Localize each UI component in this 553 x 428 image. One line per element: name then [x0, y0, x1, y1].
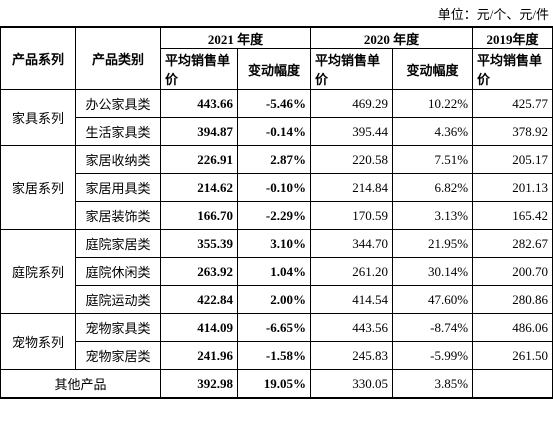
category-cell: 宠物家具类: [75, 313, 161, 342]
header-cell: 产品类别: [75, 26, 161, 90]
value-cell: 395.44: [310, 117, 394, 146]
value-cell: 214.62: [160, 173, 238, 202]
value-cell: 330.05: [310, 369, 394, 399]
category-cell: 庭院家居类: [75, 229, 161, 258]
header-cell: 2020 年度: [310, 26, 474, 49]
series-cell: 家居系列: [0, 145, 76, 230]
header-cell: 平均销售单价: [310, 48, 394, 90]
table-row: 庭院休闲类 263.92 1.04% 261.20 30.14% 200.70: [1, 257, 553, 286]
value-cell: 4.36%: [392, 117, 474, 146]
table-row: 庭院运动类 422.84 2.00% 414.54 47.60% 280.86: [1, 285, 553, 314]
price-table: 产品系列 产品类别 2021 年度 2020 年度 2019年度 平均销售单价 变动幅度 平均…: [0, 26, 553, 399]
table-row: 产品系列 产品类别 2021 年度 2020 年度 2019年度: [0, 26, 553, 90]
table-row: 家居系列 家居收纳类 226.91 2.87% 220.58 7.51% 205.17: [0, 145, 553, 230]
value-cell: 425.77: [472, 89, 553, 118]
value-cell: 3.85%: [392, 369, 474, 399]
value-cell: 394.87: [160, 117, 238, 146]
value-cell: 422.84: [160, 285, 238, 314]
header-cell: 平均销售单价: [472, 48, 553, 90]
value-cell: 443.66: [160, 89, 238, 118]
value-cell: 469.29: [310, 89, 394, 118]
value-cell: 6.82%: [392, 173, 474, 202]
table-row: 庭院系列 庭院家居类 355.39 3.10% 344.70 21.95% 282.67: [0, 229, 553, 314]
value-cell: 220.58: [310, 145, 394, 174]
table-row: 家居装饰类 166.70 -2.29% 170.59 3.13% 165.42: [1, 201, 553, 230]
category-cell: 家居装饰类: [75, 201, 161, 230]
unit-note: 单位：元/个、元/件: [437, 7, 549, 22]
category-cell: 庭院休闲类: [75, 257, 161, 286]
category-cell: 庭院运动类: [75, 285, 161, 314]
value-cell: -2.29%: [236, 201, 312, 230]
value-cell: 443.56: [310, 313, 394, 342]
value-cell: 241.96: [160, 341, 238, 370]
value-cell: 170.59: [310, 201, 394, 230]
table-row: 家具系列 办公家具类 443.66 -5.46% 469.29 10.22% 425.77: [0, 89, 553, 146]
table-row: 平均销售单价 变动幅度 平均销售单价 变动幅度 平均销售单价: [1, 48, 553, 90]
value-cell: 280.86: [472, 285, 553, 314]
value-cell: [472, 369, 553, 399]
category-cell: 家居收纳类: [75, 145, 161, 174]
value-cell: -0.14%: [236, 117, 312, 146]
header-cell: 平均销售单价: [160, 48, 238, 90]
header-cell: 2019年度: [472, 26, 553, 49]
value-cell: 7.51%: [392, 145, 474, 174]
value-cell: -5.46%: [236, 89, 312, 118]
value-cell: 392.98: [160, 369, 238, 399]
series-cell: 家具系列: [0, 89, 76, 146]
value-cell: 226.91: [160, 145, 238, 174]
value-cell: 245.83: [310, 341, 394, 370]
value-cell: 19.05%: [236, 369, 312, 399]
table-row: 宠物系列 宠物家具类 414.09 -6.65% 443.56 -8.74% 486.06: [0, 313, 553, 370]
value-cell: -1.58%: [236, 341, 312, 370]
value-cell: -5.99%: [392, 341, 474, 370]
header-cell: 变动幅度: [392, 48, 474, 90]
value-cell: 3.10%: [236, 229, 312, 258]
value-cell: -6.65%: [236, 313, 312, 342]
value-cell: 201.13: [472, 173, 553, 202]
value-cell: 214.84: [310, 173, 394, 202]
category-cell: 生活家具类: [75, 117, 161, 146]
series-cell: 庭院系列: [0, 229, 76, 314]
value-cell: 3.13%: [392, 201, 474, 230]
table-row: 其他产品 392.98 19.05% 330.05 3.85%: [0, 369, 553, 399]
value-cell: 282.67: [472, 229, 553, 258]
header-cell: 产品系列: [0, 26, 76, 90]
value-cell: 21.95%: [392, 229, 474, 258]
value-cell: 30.14%: [392, 257, 474, 286]
value-cell: 1.04%: [236, 257, 312, 286]
header-cell: 变动幅度: [236, 48, 312, 90]
other-cell: 其他产品: [0, 369, 161, 399]
value-cell: 355.39: [160, 229, 238, 258]
table-row: 家居用具类 214.62 -0.10% 214.84 6.82% 201.13: [1, 173, 553, 202]
value-cell: 166.70: [160, 201, 238, 230]
series-cell: 宠物系列: [0, 313, 76, 370]
value-cell: 344.70: [310, 229, 394, 258]
value-cell: 165.42: [472, 201, 553, 230]
value-cell: -0.10%: [236, 173, 312, 202]
value-cell: 10.22%: [392, 89, 474, 118]
value-cell: 261.20: [310, 257, 394, 286]
value-cell: 414.54: [310, 285, 394, 314]
value-cell: 47.60%: [392, 285, 474, 314]
value-cell: 414.09: [160, 313, 238, 342]
value-cell: 2.00%: [236, 285, 312, 314]
value-cell: 200.70: [472, 257, 553, 286]
value-cell: 2.87%: [236, 145, 312, 174]
value-cell: 205.17: [472, 145, 553, 174]
table-row: 宠物家居类 241.96 -1.58% 245.83 -5.99% 261.50: [1, 341, 553, 370]
value-cell: 263.92: [160, 257, 238, 286]
value-cell: 486.06: [472, 313, 553, 342]
value-cell: -8.74%: [392, 313, 474, 342]
header-cell: 2021 年度: [159, 26, 312, 49]
category-cell: 家居用具类: [75, 173, 161, 202]
category-cell: 宠物家居类: [75, 341, 161, 370]
value-cell: 378.92: [472, 117, 553, 146]
table-row: 生活家具类 394.87 -0.14% 395.44 4.36% 378.92: [1, 117, 553, 146]
table-body: 产品系列 产品类别 2021 年度 2020 年度 2019年度 平均销售单价 变动幅度 平均…: [0, 26, 553, 399]
value-cell: 261.50: [472, 341, 553, 370]
category-cell: 办公家具类: [75, 89, 161, 118]
